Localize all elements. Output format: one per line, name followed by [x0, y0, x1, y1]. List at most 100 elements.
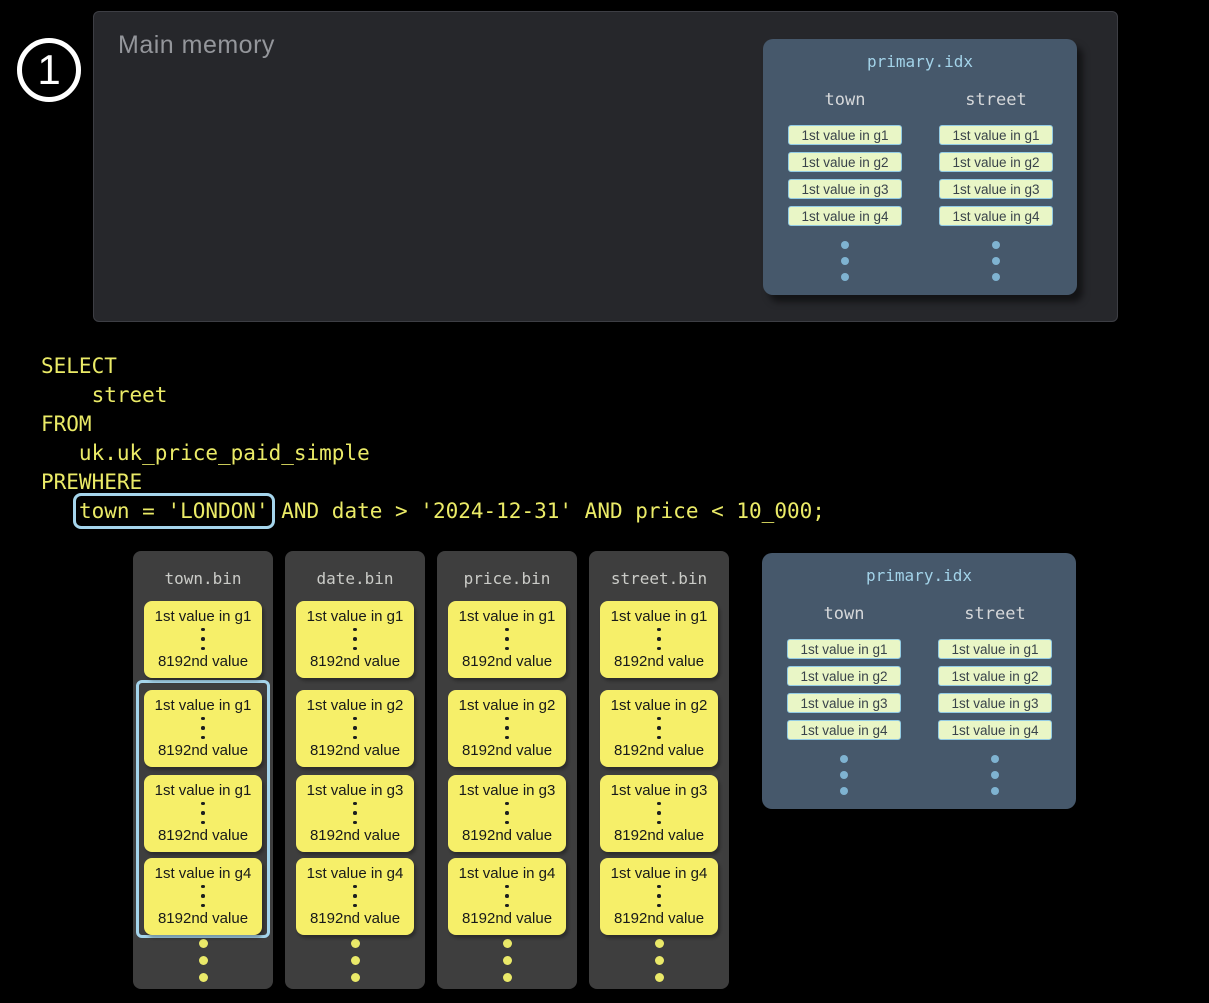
main-memory-label: Main memory [118, 31, 275, 59]
granule-block: 1st value in g1 8192nd value [144, 601, 262, 678]
index-entry: 1st value in g1 [938, 639, 1052, 659]
ellipsis-dots-icon [657, 801, 661, 825]
index-entry: 1st value in g3 [788, 179, 902, 199]
granule-last-value: 8192nd value [157, 742, 249, 759]
ellipsis-dots-icon [133, 939, 273, 982]
primary-index-panel-bottom: primary.idx town 1st value in g1 1st val… [762, 553, 1076, 809]
ellipsis-dots-icon [353, 627, 357, 651]
granule-first-value: 1st value in g4 [306, 865, 404, 882]
granule-first-value: 1st value in g2 [306, 697, 404, 714]
granule-block: 1st value in g1 8192nd value [600, 601, 718, 678]
ellipsis-dots-icon [201, 884, 205, 908]
granule-first-value: 1st value in g4 [154, 865, 252, 882]
granule-block: 1st value in g4 8192nd value [296, 858, 414, 935]
index-column-header: town [824, 90, 866, 110]
index-entry: 1st value in g2 [787, 666, 901, 686]
ellipsis-dots-icon [353, 716, 357, 740]
granule-last-value: 8192nd value [157, 653, 249, 670]
primary-index-columns: town 1st value in g1 1st value in g2 1st… [763, 90, 1077, 281]
ellipsis-dots-icon [589, 939, 729, 982]
index-entry: 1st value in g2 [938, 666, 1052, 686]
granule-block: 1st value in g3 8192nd value [296, 775, 414, 852]
primary-index-panel-top: primary.idx town 1st value in g1 1st val… [763, 39, 1077, 295]
granule-first-value: 1st value in g3 [306, 782, 404, 799]
granule-last-value: 8192nd value [613, 827, 705, 844]
primary-index-title: primary.idx [866, 566, 972, 585]
granule-last-value: 8192nd value [613, 742, 705, 759]
ellipsis-dots-icon [657, 627, 661, 651]
ellipsis-dots-icon [353, 884, 357, 908]
index-column-town: town 1st value in g1 1st value in g2 1st… [788, 90, 902, 281]
ellipsis-dots-icon [353, 801, 357, 825]
sql-text-before: SELECT street FROM uk.uk_price_paid_simp… [41, 354, 370, 494]
index-column-street: street 1st value in g1 1st value in g2 1… [939, 90, 1053, 281]
index-entry: 1st value in g3 [787, 693, 901, 713]
primary-index-columns: town 1st value in g1 1st value in g2 1st… [762, 604, 1076, 795]
granule-block: 1st value in g1 8192nd value [296, 601, 414, 678]
index-column-header: street [965, 90, 1027, 110]
index-entry: 1st value in g3 [938, 693, 1052, 713]
column-file-town-bin: town.bin 1st value in g1 8192nd value 1s… [133, 551, 273, 989]
granule-last-value: 8192nd value [309, 827, 401, 844]
ellipsis-dots-icon [505, 801, 509, 825]
index-column-header: town [823, 604, 865, 624]
ellipsis-dots-icon [505, 716, 509, 740]
column-file-title: price.bin [463, 569, 551, 588]
ellipsis-dots-icon [657, 716, 661, 740]
index-entry: 1st value in g3 [939, 179, 1053, 199]
index-entry: 1st value in g1 [939, 125, 1053, 145]
ellipsis-dots-icon [505, 627, 509, 651]
granule-block: 1st value in g2 8192nd value [448, 690, 566, 767]
step-number-badge: 1 [17, 38, 81, 102]
column-file-title: town.bin [164, 569, 242, 588]
index-entry: 1st value in g2 [788, 152, 902, 172]
granule-last-value: 8192nd value [157, 910, 249, 927]
index-column-header: street [964, 604, 1026, 624]
granule-block: 1st value in g3 8192nd value [448, 775, 566, 852]
granule-block: 1st value in g2 8192nd value [600, 690, 718, 767]
granule-block: 1st value in g4 8192nd value [144, 858, 262, 935]
granule-last-value: 8192nd value [461, 653, 553, 670]
granule-last-value: 8192nd value [309, 910, 401, 927]
column-file-date-bin: date.bin 1st value in g1 8192nd value 1s… [285, 551, 425, 989]
ellipsis-dots-icon [991, 755, 999, 795]
granule-last-value: 8192nd value [613, 653, 705, 670]
index-entry: 1st value in g4 [788, 206, 902, 226]
granule-first-value: 1st value in g1 [154, 608, 252, 625]
ellipsis-dots-icon [657, 884, 661, 908]
ellipsis-dots-icon [285, 939, 425, 982]
primary-index-title: primary.idx [867, 52, 973, 71]
column-file-title: street.bin [610, 569, 708, 588]
granule-first-value: 1st value in g4 [610, 865, 708, 882]
column-file-title: date.bin [316, 569, 394, 588]
granule-first-value: 1st value in g1 [306, 608, 404, 625]
index-entry: 1st value in g1 [787, 639, 901, 659]
index-column-street: street 1st value in g1 1st value in g2 1… [938, 604, 1052, 795]
ellipsis-dots-icon [437, 939, 577, 982]
granule-block: 1st value in g1 8192nd value [144, 690, 262, 767]
column-file-price-bin: price.bin 1st value in g1 8192nd value 1… [437, 551, 577, 989]
ellipsis-dots-icon [992, 241, 1000, 281]
granule-block: 1st value in g1 8192nd value [144, 775, 262, 852]
granule-block: 1st value in g3 8192nd value [600, 775, 718, 852]
index-entry: 1st value in g2 [939, 152, 1053, 172]
granule-first-value: 1st value in g1 [458, 608, 556, 625]
column-file-street-bin: street.bin 1st value in g1 8192nd value … [589, 551, 729, 989]
sql-text-after: AND date > '2024-12-31' AND price < 10_0… [268, 499, 825, 523]
granule-first-value: 1st value in g4 [458, 865, 556, 882]
granule-block: 1st value in g2 8192nd value [296, 690, 414, 767]
ellipsis-dots-icon [841, 241, 849, 281]
main-memory-box: Main memory primary.idx town 1st value i… [93, 11, 1118, 322]
granule-first-value: 1st value in g3 [458, 782, 556, 799]
granule-first-value: 1st value in g1 [154, 697, 252, 714]
granule-first-value: 1st value in g3 [610, 782, 708, 799]
granule-last-value: 8192nd value [461, 742, 553, 759]
granule-block: 1st value in g1 8192nd value [448, 601, 566, 678]
selected-granules-outline [136, 680, 270, 938]
granule-last-value: 8192nd value [157, 827, 249, 844]
granule-last-value: 8192nd value [461, 910, 553, 927]
ellipsis-dots-icon [201, 801, 205, 825]
ellipsis-dots-icon [201, 627, 205, 651]
granule-first-value: 1st value in g1 [154, 782, 252, 799]
granule-first-value: 1st value in g2 [610, 697, 708, 714]
